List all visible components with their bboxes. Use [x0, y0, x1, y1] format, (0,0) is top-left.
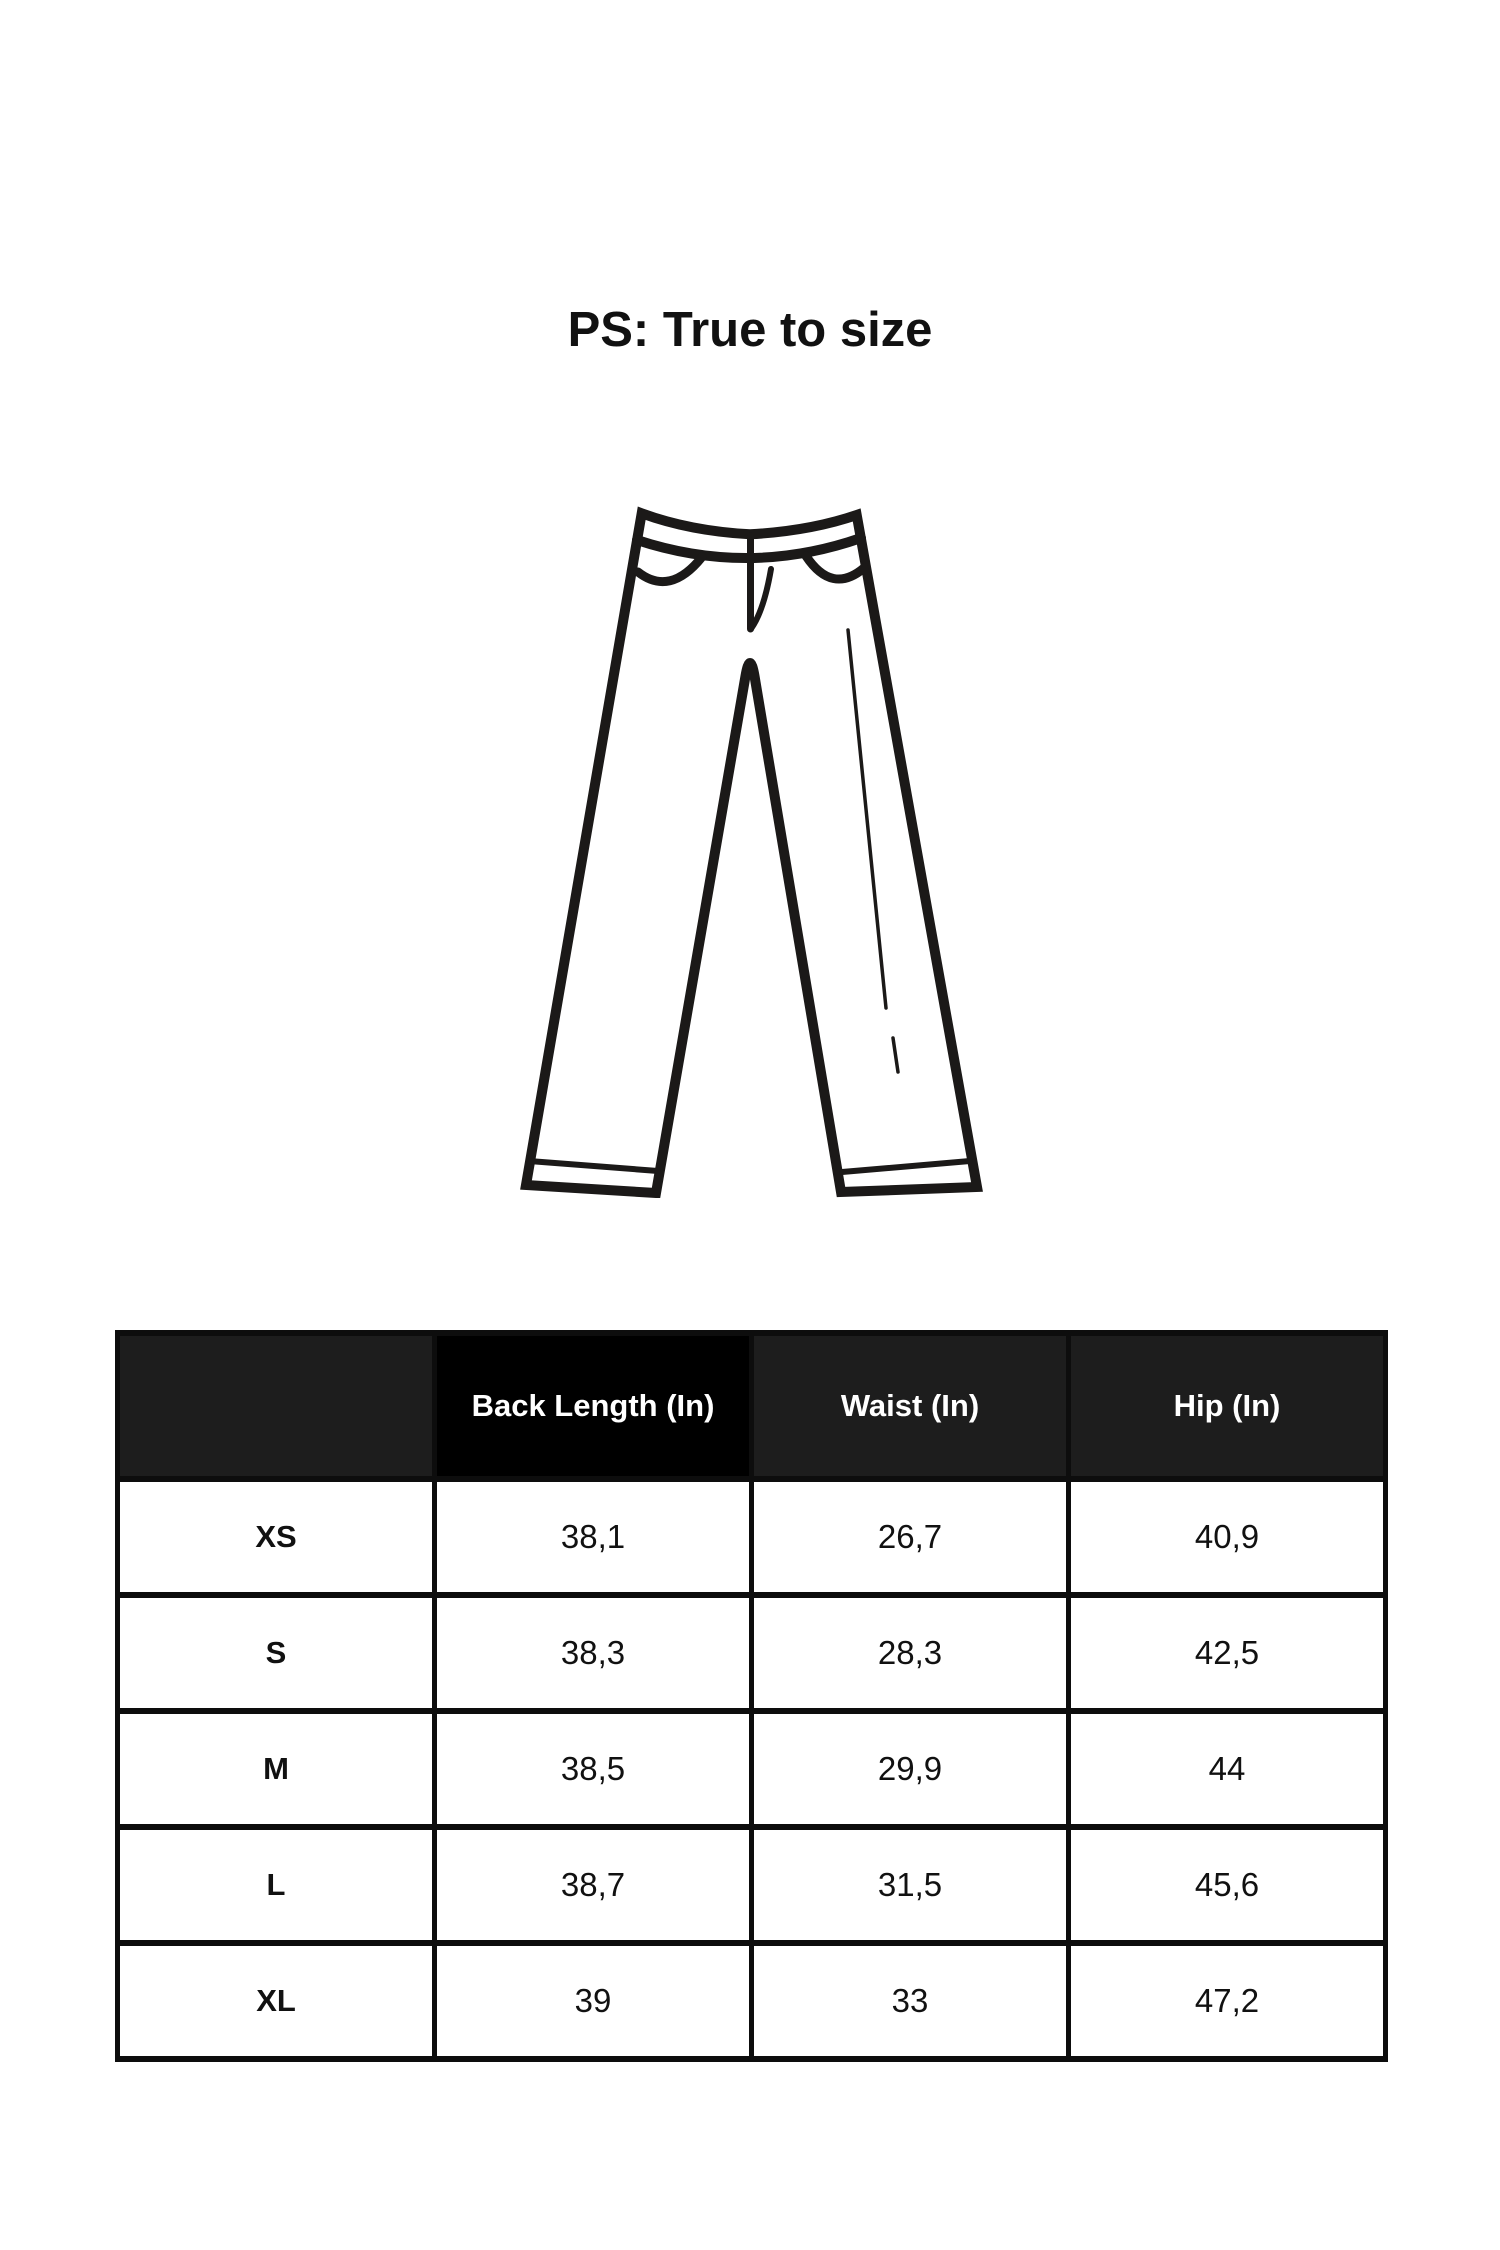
size-chart-table: Back Length (In) Waist (In) Hip (In) XS 3…: [115, 1330, 1388, 2062]
measurement-cell: 31,5: [749, 1824, 1071, 1946]
header-cell-empty: [115, 1330, 437, 1482]
measurement-cell: 40,9: [1066, 1476, 1388, 1598]
measurement-cell: 47,2: [1066, 1940, 1388, 2062]
pants-outline: [520, 506, 983, 1199]
left-pocket-seam: [633, 552, 707, 587]
measurement-cell: 45,6: [1066, 1824, 1388, 1946]
size-cell: S: [115, 1592, 437, 1714]
measurement-cell: 28,3: [749, 1592, 1071, 1714]
measurement-cell: 44: [1066, 1708, 1388, 1830]
table-row: M 38,5 29,9 44: [115, 1708, 1388, 1830]
measurement-cell: 26,7: [749, 1476, 1071, 1598]
measurement-cell: 38,3: [432, 1592, 754, 1714]
table-row: XL 39 33 47,2: [115, 1940, 1388, 2062]
table-row: L 38,7 31,5 45,6: [115, 1824, 1388, 1946]
size-chart-body: XS 38,1 26,7 40,9 S 38,3 28,3 42,5 M 38,5 29,9 44 L 3…: [115, 1476, 1388, 2062]
fly-stitch: [748, 566, 774, 631]
pants-line-drawing-icon: [520, 506, 983, 1199]
header-cell-hip: Hip (In): [1066, 1330, 1388, 1482]
side-seam-detail: [846, 628, 900, 1074]
measurement-cell: 38,7: [432, 1824, 754, 1946]
measurement-cell: 33: [749, 1940, 1071, 2062]
header-cell-waist: Waist (In): [749, 1330, 1071, 1482]
size-cell: XS: [115, 1476, 437, 1598]
table-row: S 38,3 28,3 42,5: [115, 1592, 1388, 1714]
table-row: XS 38,1 26,7 40,9: [115, 1476, 1388, 1598]
size-cell: XL: [115, 1940, 437, 2062]
measurement-cell: 38,1: [432, 1476, 754, 1598]
size-chart-header: Back Length (In) Waist (In) Hip (In): [115, 1330, 1388, 1482]
left-cuff-seam: [526, 1158, 661, 1174]
measurement-cell: 39: [432, 1940, 754, 2062]
right-cuff-seam: [839, 1158, 973, 1175]
pants-illustration: [480, 498, 1020, 1199]
header-cell-back-length: Back Length (In): [432, 1330, 754, 1482]
size-cell: L: [115, 1824, 437, 1946]
measurement-cell: 29,9: [749, 1708, 1071, 1830]
size-cell: M: [115, 1708, 437, 1830]
right-pocket-seam: [801, 551, 869, 584]
measurement-cell: 38,5: [432, 1708, 754, 1830]
page-title: PS: True to size: [567, 303, 933, 357]
measurement-cell: 42,5: [1066, 1592, 1388, 1714]
